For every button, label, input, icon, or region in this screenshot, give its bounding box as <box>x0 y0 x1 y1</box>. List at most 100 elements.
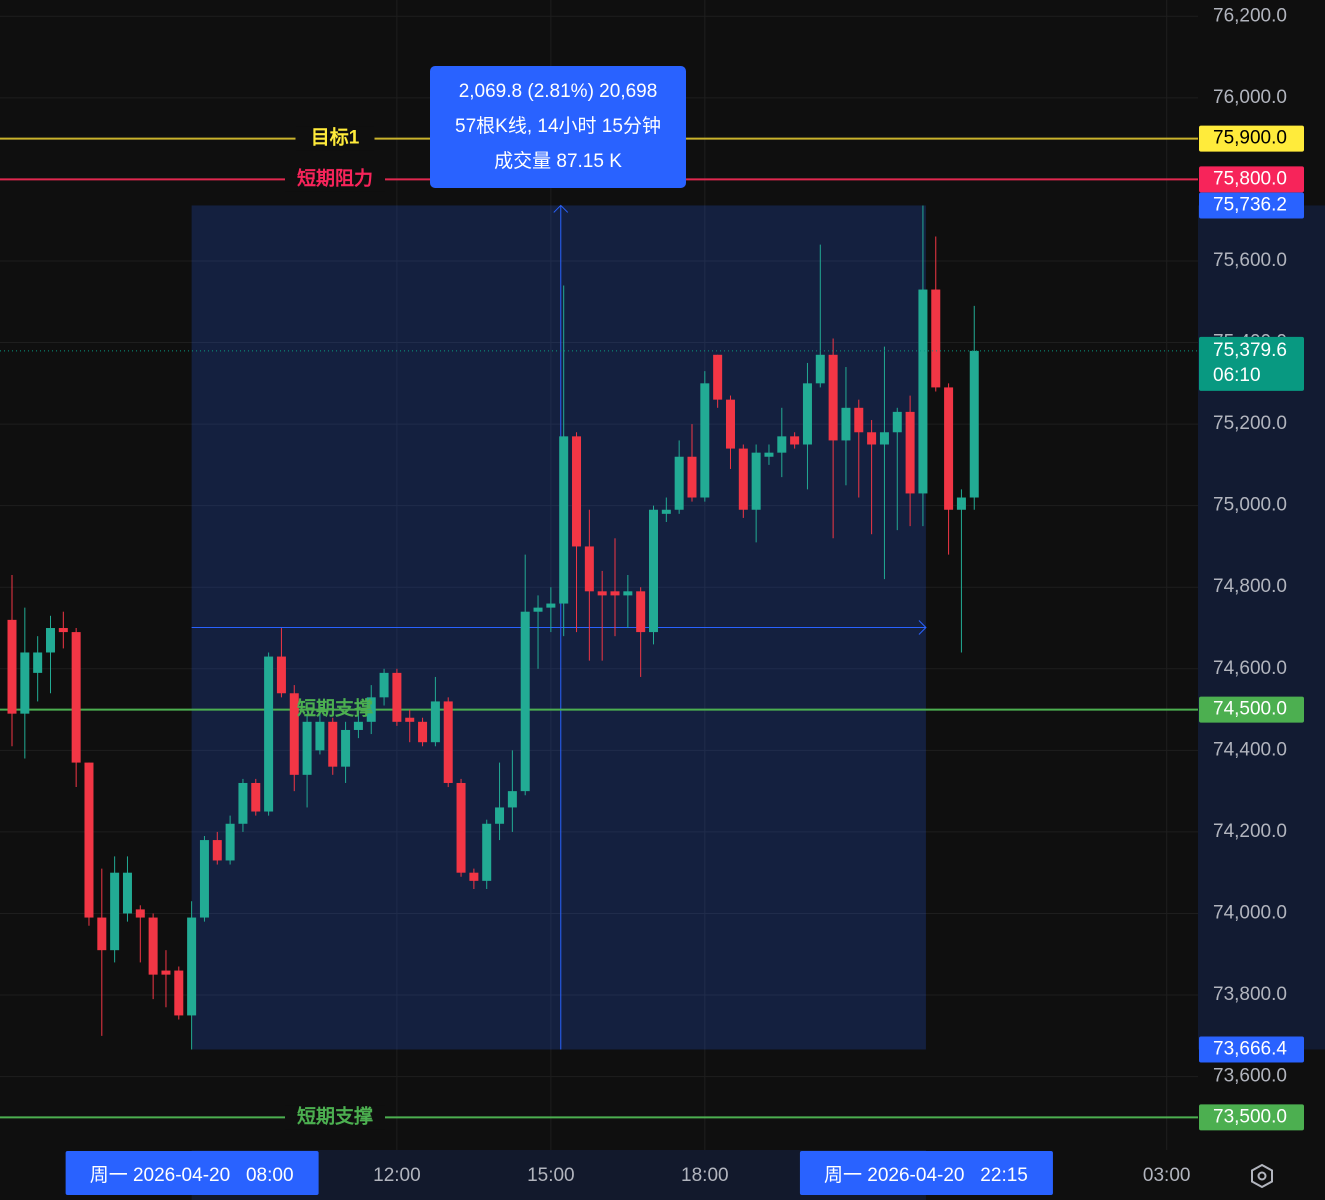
y-tick-label: 74,200.0 <box>1213 821 1287 842</box>
candle-body <box>572 436 582 547</box>
candle-body <box>33 652 43 673</box>
candle-body <box>674 456 684 510</box>
x-tick-label: 15:00 <box>527 1165 575 1186</box>
level-price-label: 75,900.0 <box>1213 128 1287 149</box>
candle-body <box>495 807 505 824</box>
candle-body <box>238 782 248 824</box>
candle-body <box>289 693 299 775</box>
measure-high-label-bg <box>1199 192 1304 219</box>
candle-body <box>533 607 543 612</box>
candle-body <box>713 354 723 400</box>
measure-arrow-head <box>918 620 927 635</box>
candle-body <box>418 721 428 743</box>
candle-body <box>174 970 184 1016</box>
candle-body <box>944 387 954 510</box>
candle-body <box>45 628 55 653</box>
measure-arrow-head <box>553 204 569 213</box>
x-tick-label: 03:00 <box>1143 1165 1191 1186</box>
candle-body <box>597 591 607 596</box>
candle-body <box>302 721 312 775</box>
candle-body <box>212 840 222 861</box>
candle-body <box>905 411 915 494</box>
y-tick-label: 74,000.0 <box>1213 902 1287 923</box>
level-price-label-bg <box>1199 696 1304 723</box>
candle-body <box>777 436 787 453</box>
candle-body <box>815 354 825 384</box>
candle-body <box>969 350 979 498</box>
candle-body <box>956 497 966 510</box>
candle-body <box>84 762 94 918</box>
time-highlight-bg <box>799 1151 1053 1195</box>
last-price-label: 75,379.6 <box>1213 340 1287 361</box>
candle-body <box>584 546 594 592</box>
level-price-label-bg <box>1199 125 1304 152</box>
candle-body <box>276 656 286 694</box>
candle-body <box>725 399 735 449</box>
candle-body <box>610 591 620 596</box>
x-tick-label: 18:00 <box>681 1165 729 1186</box>
candle-body <box>469 872 479 881</box>
candle-body <box>122 872 132 914</box>
y-tick-label: 75,000.0 <box>1213 495 1287 516</box>
last-price-bg <box>1199 336 1304 391</box>
candle-body <box>879 432 889 445</box>
candle-body <box>187 917 197 1016</box>
candle-body <box>559 436 569 604</box>
time-highlight-label: 周一 2026-04-20 08:00 <box>90 1165 294 1186</box>
candle-body <box>430 701 440 743</box>
y-tick-label: 73,800.0 <box>1213 984 1287 1005</box>
level-label: 目标1 <box>311 127 360 149</box>
candle-body <box>892 411 902 433</box>
candle-body <box>802 383 812 445</box>
measure-info: 2,069.8 (2.81%) 20,698 <box>459 81 658 102</box>
time-highlight-bg <box>65 1151 319 1195</box>
candle-body <box>546 603 556 608</box>
y-tick-label: 75,200.0 <box>1213 413 1287 434</box>
level-price-label: 74,500.0 <box>1213 699 1287 720</box>
candle-body <box>405 717 415 722</box>
level-price-label-bg <box>1199 1104 1304 1131</box>
level-label-gap <box>285 1105 385 1130</box>
candle-body <box>71 632 81 763</box>
candle-body <box>841 407 851 441</box>
candle-body <box>315 721 325 751</box>
candle-body <box>661 509 671 514</box>
candle-body <box>700 383 710 498</box>
candle-body <box>341 729 351 767</box>
candle-body <box>931 289 941 388</box>
candle-body <box>328 721 338 767</box>
y-tick-label: 76,200.0 <box>1213 5 1287 26</box>
candle-body <box>636 591 646 633</box>
measure-high-label: 75,736.2 <box>1213 194 1287 215</box>
candle-body <box>520 611 530 792</box>
candle-body <box>918 289 928 494</box>
measure-info: 57根K线, 14小时 15分钟 <box>455 115 661 137</box>
level-label: 短期支撑 <box>297 697 373 720</box>
candle-body <box>456 782 466 873</box>
y-tick-label: 74,400.0 <box>1213 739 1287 760</box>
candle-body <box>97 917 107 951</box>
x-tick-label: 12:00 <box>373 1165 421 1186</box>
y-tick-label: 74,600.0 <box>1213 658 1287 679</box>
candle-body <box>225 823 235 861</box>
candle-body <box>482 823 492 881</box>
level-price-label: 73,500.0 <box>1213 1106 1287 1127</box>
candle-body <box>828 354 838 441</box>
candle-body <box>392 672 402 722</box>
level-price-label: 75,800.0 <box>1213 168 1287 189</box>
level-label: 短期阻力 <box>297 166 373 189</box>
candle-body <box>623 591 633 596</box>
settings-icon[interactable] <box>1251 1163 1273 1189</box>
measure-low-label: 73,666.4 <box>1213 1039 1287 1060</box>
y-tick-label: 75,600.0 <box>1213 250 1287 271</box>
candle-body <box>649 509 658 633</box>
candle-body <box>110 872 120 951</box>
candle-body <box>58 628 68 633</box>
measure-info: 成交量 87.15 K <box>494 150 622 172</box>
y-tick-label: 73,600.0 <box>1213 1066 1287 1087</box>
candle-body <box>687 456 697 498</box>
countdown: 06:10 <box>1213 365 1261 386</box>
measure-low-label-bg <box>1199 1036 1304 1063</box>
